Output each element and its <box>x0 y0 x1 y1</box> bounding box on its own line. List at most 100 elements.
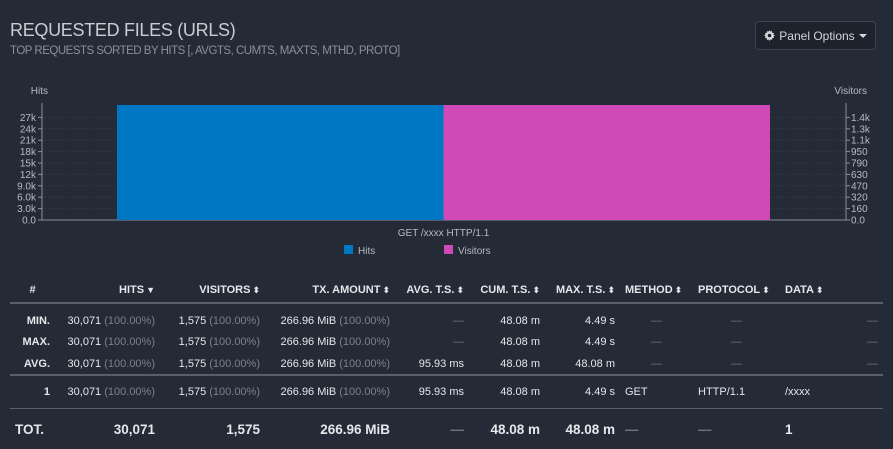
panel-title: REQUESTED FILES (URLS) <box>10 20 236 40</box>
cum-ts-cell: 48.08 m <box>500 357 540 370</box>
summary-row-avg: AVG. 30,071 (100.00%) 1,575 (100.00%) 266.9… <box>10 353 883 375</box>
sort-icon[interactable]: ⬍ <box>815 284 824 295</box>
right-tick-label: 790 <box>851 159 868 170</box>
column-header-label: TX. AMOUNT <box>312 283 381 296</box>
cum-ts-cell: 48.08 m <box>500 336 540 348</box>
percent-label: (100.00%) <box>206 385 260 398</box>
column-header-avg-t-s[interactable]: AVG. T.S. ⬍ <box>395 277 469 304</box>
right-tick-label: 1.3k <box>851 124 871 135</box>
max-ts-cell: 48.08 m <box>575 357 615 370</box>
tx-amount-cell: 266.96 MiB <box>320 421 390 437</box>
data-cell: — <box>867 336 878 348</box>
table-header-row: # HITS ▼ VISITORS ⬍ TX. AMOUNT ⬍ AVG. T.S. ⬍ CUM.… <box>10 277 883 304</box>
cum-ts-cell: 48.08 m <box>469 374 545 409</box>
visitors-cell: 1,575 <box>226 421 260 437</box>
left-tick-label: 0.0 <box>22 216 36 227</box>
column-header-label: CUM. T.S. <box>480 283 531 296</box>
visitors-cell: 1,575 (100.00%) <box>160 374 265 409</box>
max-ts-cell: 4.49 s <box>585 336 615 348</box>
column-header-visitors[interactable]: VISITORS ⬍ <box>160 277 265 304</box>
summary-row-min: MIN. 30,071 (100.00%) 1,575 (100.00%) 266.9… <box>10 303 883 331</box>
table-row[interactable]: 1 30,071 (100.00%) 1,575 (100.00%) 266.96 M… <box>10 374 883 409</box>
protocol-cell: — <box>698 421 712 437</box>
right-tick-label: 630 <box>851 170 868 181</box>
row-label: 1 <box>10 374 55 409</box>
total-row: TOT. 30,071 1,575 266.96 MiB — 48.08 m 48.08 m… <box>10 408 883 446</box>
left-tick-label: 9.0k <box>17 181 37 192</box>
tx-amount-cell: 266.96 MiB (100.00%) <box>280 336 390 348</box>
method-cell: — <box>651 357 662 370</box>
sort-icon[interactable]: ⬍ <box>382 284 390 295</box>
sort-icon[interactable]: ⬍ <box>762 284 770 295</box>
hits-cell: 30,071 (100.00%) <box>55 374 160 409</box>
caret-down-icon <box>858 32 867 40</box>
avg-ts-cell: — <box>453 336 464 348</box>
left-axis-title: Hits <box>31 86 48 97</box>
protocol-cell: HTTP/1.1 <box>693 374 780 409</box>
visitors-cell: 1,575 (100.00%) <box>178 336 260 348</box>
hits-cell: 30,071 (100.00%) <box>67 336 155 348</box>
row-label: TOT. <box>15 421 45 437</box>
left-tick-label: 21k <box>20 136 37 147</box>
column-header-label: DATA <box>785 283 814 296</box>
column-header-tx-amount[interactable]: TX. AMOUNT ⬍ <box>265 277 395 304</box>
tx-amount-cell: 266.96 MiB (100.00%) <box>265 374 395 409</box>
protocol-cell: — <box>731 336 742 348</box>
sort-desc-icon[interactable]: ▼ <box>146 284 155 295</box>
legend-visitors-label: Visitors <box>458 246 491 257</box>
column-header-label: # <box>29 283 36 296</box>
row-label: MAX. <box>22 336 51 348</box>
data-cell: 1 <box>785 421 793 437</box>
column-header-#: # <box>10 277 55 304</box>
method-cell: — <box>625 421 639 437</box>
protocol-cell: — <box>731 357 742 370</box>
panel-options-button[interactable]: Panel Options <box>755 21 876 50</box>
method-cell: — <box>651 336 662 348</box>
hits-bar <box>117 105 444 220</box>
right-tick-label: 470 <box>851 181 868 192</box>
sort-icon[interactable]: ⬍ <box>456 284 464 295</box>
column-header-hits[interactable]: HITS ▼ <box>55 277 160 304</box>
sort-icon[interactable]: ⬍ <box>252 284 260 295</box>
right-tick-label: 1.4k <box>851 113 871 124</box>
column-header-label: METHOD <box>625 283 673 296</box>
left-tick-label: 15k <box>20 159 37 170</box>
column-header-data[interactable]: DATA ⬍ <box>780 277 883 304</box>
percent-label: (100.00%) <box>336 314 390 327</box>
percent-label: (100.00%) <box>101 385 155 398</box>
summary-row-max: MAX. 30,071 (100.00%) 1,575 (100.00%) 266.9… <box>10 331 883 353</box>
avg-ts-cell: 95.93 ms <box>395 374 469 409</box>
panel-subtitle: TOP REQUESTS SORTED BY HITS [, AVGTS, CU… <box>10 45 400 57</box>
column-header-max-t-s[interactable]: MAX. T.S. ⬍ <box>545 277 620 304</box>
right-tick-label: 950 <box>851 147 868 158</box>
avg-ts-cell: — <box>450 421 465 437</box>
legend-hits-swatch <box>344 245 353 254</box>
legend-visitors-swatch <box>444 245 453 254</box>
sort-icon[interactable]: ⬍ <box>532 284 540 295</box>
gear-icon <box>764 30 776 41</box>
max-ts-cell: 48.08 m <box>565 421 615 437</box>
requests-table: # HITS ▼ VISITORS ⬍ TX. AMOUNT ⬍ AVG. T.S. ⬍ CUM.… <box>10 277 883 446</box>
tx-amount-cell: 266.96 MiB (100.00%) <box>280 314 390 327</box>
column-header-label: HITS <box>119 283 145 296</box>
x-category-label: GET /xxxx HTTP/1.1 <box>398 228 490 239</box>
legend-hits-label: Hits <box>358 246 375 257</box>
row-label: AVG. <box>23 357 50 370</box>
percent-label: (100.00%) <box>101 314 155 327</box>
percent-label: (100.00%) <box>336 336 390 348</box>
sort-icon[interactable]: ⬍ <box>607 284 615 295</box>
tx-amount-cell: 266.96 MiB (100.00%) <box>280 357 390 370</box>
right-tick-label: 0.0 <box>851 216 865 227</box>
column-header-cum-t-s[interactable]: CUM. T.S. ⬍ <box>469 277 545 304</box>
panel-options-label: Panel Options <box>779 28 855 43</box>
right-tick-label: 320 <box>851 193 868 204</box>
sort-icon[interactable]: ⬍ <box>674 284 683 295</box>
left-tick-label: 3.0k <box>17 204 37 215</box>
left-tick-label: 24k <box>20 124 37 135</box>
column-header-method[interactable]: METHOD ⬍ <box>620 277 693 304</box>
column-header-protocol[interactable]: PROTOCOL ⬍ <box>693 277 780 304</box>
left-tick-label: 6.0k <box>17 193 37 204</box>
visitors-cell: 1,575 (100.00%) <box>178 314 260 327</box>
visitors-bar <box>443 105 770 220</box>
percent-label: (100.00%) <box>101 357 155 370</box>
